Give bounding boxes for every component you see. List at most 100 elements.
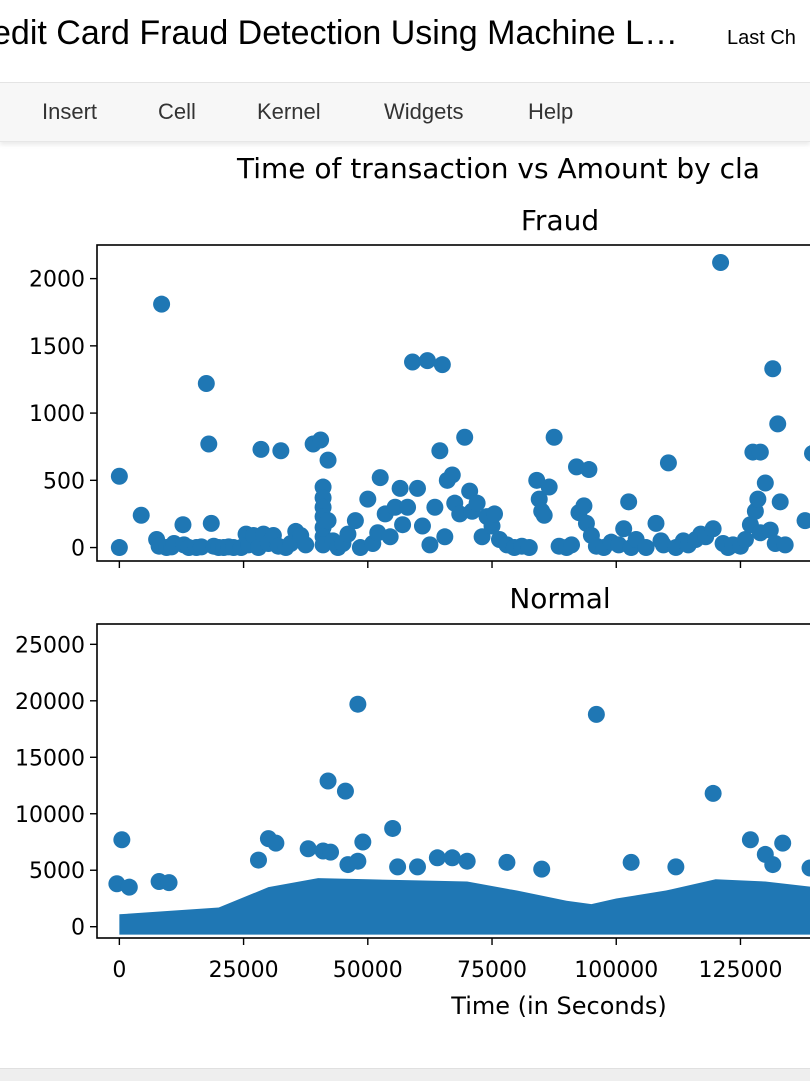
data-point (456, 428, 474, 446)
data-point (200, 435, 218, 453)
data-point (394, 516, 412, 534)
x-tick-label: 50000 (333, 958, 403, 983)
data-point (404, 353, 422, 371)
data-point (620, 493, 638, 511)
data-point (433, 356, 451, 374)
data-point (575, 497, 593, 515)
subplot-title: Fraud (521, 204, 599, 237)
data-point (528, 471, 546, 489)
data-point (771, 493, 789, 511)
data-point (756, 474, 774, 492)
data-point (736, 530, 754, 548)
data-point (408, 479, 426, 497)
data-point (801, 859, 810, 877)
x-tick-label: 0 (112, 958, 126, 983)
data-point (381, 528, 399, 546)
data-point (436, 528, 454, 546)
y-tick-label: 25000 (15, 633, 85, 658)
data-point (774, 834, 792, 852)
data-point (535, 506, 553, 524)
data-point (413, 517, 431, 535)
y-tick-label: 0 (71, 537, 85, 562)
data-point (349, 852, 367, 870)
data-point (563, 536, 581, 554)
data-point (319, 451, 337, 469)
figure-suptitle: Time of transaction vs Amount by cla (236, 152, 760, 185)
axes-frame (96, 623, 810, 939)
axes-frame (96, 244, 810, 562)
data-point (354, 833, 372, 851)
data-point (751, 443, 769, 461)
x-tick-label: 75000 (457, 958, 527, 983)
data-point (431, 442, 449, 460)
data-point (339, 525, 357, 543)
data-point (110, 539, 128, 557)
data-point (267, 834, 285, 852)
data-point (408, 858, 426, 876)
dense-point-cloud (119, 878, 810, 935)
y-tick-label: 0 (71, 916, 85, 941)
menu-help[interactable]: Help (528, 99, 574, 124)
menu-insert[interactable]: Insert (42, 99, 98, 124)
data-point (622, 853, 640, 871)
data-point (443, 849, 461, 867)
data-point (704, 520, 722, 538)
x-tick-label: 125000 (698, 958, 782, 983)
data-point (192, 538, 210, 556)
data-point (153, 295, 171, 313)
data-point (349, 695, 367, 713)
data-point (371, 469, 389, 487)
data-point (346, 512, 364, 530)
data-point (160, 874, 178, 892)
data-point (428, 849, 446, 867)
data-point (712, 253, 730, 271)
data-point (761, 521, 779, 539)
data-point (312, 431, 330, 449)
data-point (580, 461, 598, 479)
y-tick-label: 15000 (15, 746, 85, 771)
data-point (458, 852, 476, 870)
data-point (796, 512, 810, 530)
menu-cell[interactable]: Cell (158, 99, 196, 124)
y-tick-label: 20000 (15, 690, 85, 715)
data-point (319, 512, 337, 530)
data-point (386, 498, 404, 516)
data-point (113, 831, 131, 849)
menu-kernel[interactable]: Kernel (257, 99, 321, 124)
data-point (486, 505, 504, 523)
data-point (272, 442, 290, 460)
data-point (533, 860, 551, 878)
notebook-title[interactable]: edit Card Fraud Detection Using Machine … (0, 14, 678, 52)
data-point (384, 819, 402, 837)
data-point (319, 772, 337, 790)
data-point (252, 440, 270, 458)
data-point (498, 853, 516, 871)
data-point (299, 840, 317, 858)
data-point (659, 454, 677, 472)
data-point (473, 528, 491, 546)
data-point (764, 360, 782, 378)
data-point (704, 784, 722, 802)
subplot-title: Normal (509, 582, 610, 615)
data-point (545, 428, 563, 446)
menu-widgets[interactable]: Widgets (384, 99, 464, 124)
x-tick-label: 25000 (209, 958, 279, 983)
y-tick-label: 2000 (29, 268, 85, 293)
data-point (615, 520, 633, 538)
data-point (249, 851, 267, 869)
data-point (391, 479, 409, 497)
data-point (667, 858, 685, 876)
data-point (637, 539, 655, 557)
scatter-figure: Time of transaction vs Amount by cla Fra… (15, 152, 810, 1020)
data-point (359, 490, 377, 508)
data-point (540, 478, 558, 496)
bottom-bar (0, 1068, 810, 1081)
subplot-fraud: Fraud 0 500 1000 1500 2000 (29, 204, 810, 568)
notebook-header: edit Card Fraud Detection Using Machine … (0, 0, 810, 83)
data-point (336, 782, 354, 800)
data-point (132, 506, 150, 524)
data-point (520, 539, 538, 557)
y-tick-label: 500 (43, 469, 85, 494)
last-checkpoint: Last Ch (727, 27, 796, 49)
data-point (764, 856, 782, 874)
